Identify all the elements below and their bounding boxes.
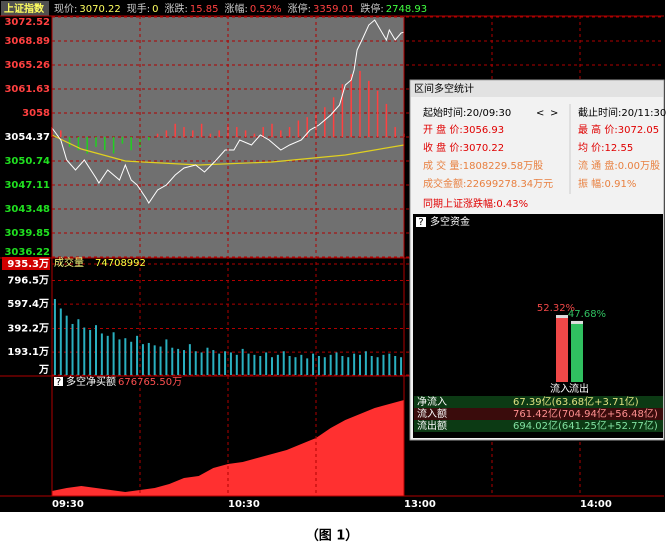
x-tick-label: 09:30	[52, 499, 84, 510]
y-tick-label: 392.2万	[7, 322, 49, 334]
average-line	[51, 134, 405, 166]
popup: 区间多空统计 起始时间:20/09:30 < > 截止时间:20/11:30 同…	[409, 79, 666, 441]
x-tick-label: 13:00	[404, 499, 436, 510]
header-value: 3359.01	[313, 4, 354, 15]
tick-highlight	[2, 257, 50, 270]
end-time: 截止时间:20/11:30	[578, 106, 666, 119]
stat-right: 均 价:12.55	[578, 142, 633, 154]
help-icon-glyph: ?	[56, 377, 61, 388]
y-tick-label: 3043.48	[4, 204, 50, 215]
y-tick-label: 796.5万	[7, 274, 49, 286]
fund-bar-label: 52.32%	[537, 303, 575, 314]
start-time: 起始时间:20/09:30	[423, 106, 511, 119]
stat-left: 收 盘 价:3070.22	[423, 141, 504, 154]
table-label: 流出额	[417, 419, 447, 432]
y-tick-label: 3072.52	[4, 17, 50, 28]
nav-prev[interactable]: <	[536, 108, 544, 119]
header-label: 涨跌:	[164, 2, 187, 15]
help-icon-glyph: ?	[418, 217, 423, 228]
volume-total: 74708992	[95, 258, 146, 269]
table-row	[414, 396, 663, 408]
table-value: 694.02亿(641.25亿+52.77亿)	[513, 419, 658, 432]
table-value: 761.42亿(704.94亿+56.48亿)	[513, 407, 658, 420]
header-value: 0.52%	[250, 4, 282, 15]
fund-bar-cap	[571, 320, 583, 324]
table-value: 67.39亿(63.68亿+3.71亿)	[513, 395, 639, 408]
header-value: 3070.22	[79, 4, 120, 15]
nav-next[interactable]: >	[550, 108, 558, 119]
x-tick-label: 10:30	[228, 499, 260, 510]
y-tick-label: 597.4万	[7, 298, 49, 310]
y-tick-label: 193.1万	[7, 346, 49, 358]
y-tick-label: 3050.74	[4, 156, 50, 167]
x-tick-label: 14:00	[580, 499, 612, 510]
period-change: 同期上证涨跌幅:0.43%	[423, 197, 528, 210]
stat-left: 成 交 量:1808229.58万股	[423, 159, 543, 172]
header-value: 0	[152, 4, 158, 15]
header-label: 现手:	[127, 2, 150, 15]
index-name: 上证指数	[4, 2, 45, 15]
volume-label: 成交量	[54, 256, 84, 269]
fund-bar	[556, 315, 568, 382]
y-tick-label: 3036.22	[4, 247, 50, 258]
fund-category: 流入	[550, 382, 570, 395]
fund-category: 流出	[569, 382, 589, 395]
stat-right: 流 通 盘:0.00万股	[578, 159, 660, 172]
y-tick-label: 3039.85	[4, 228, 50, 239]
header-label: 涨幅:	[225, 2, 248, 15]
header-label: 跌停:	[360, 2, 383, 15]
net-buy-label: 多空净买额	[66, 375, 116, 388]
y-tick-label: 3054.37	[4, 132, 50, 143]
header-label: 涨停:	[288, 2, 311, 15]
name-box	[1, 1, 49, 16]
header-value: 2748.93	[386, 4, 427, 15]
popup-titlebar	[411, 81, 663, 97]
price-line	[51, 19, 405, 204]
popup-title: 区间多空统计	[414, 82, 474, 95]
fund-title: 多空资金	[430, 215, 470, 228]
y-tick-label: 3047.11	[4, 180, 50, 191]
fund-bar-cap	[556, 315, 568, 319]
table-row	[414, 408, 663, 420]
stat-right: 最 高 价:3072.05	[578, 123, 659, 136]
y-tick-label: 万	[38, 364, 49, 376]
help-icon	[416, 217, 426, 227]
header-label: 现价:	[54, 3, 77, 15]
fund-bar	[571, 320, 583, 382]
y-tick-label: 3068.89	[4, 36, 50, 47]
stat-left: 开 盘 价:3056.93	[423, 123, 504, 136]
y-tick-label: 935.3万	[7, 258, 49, 270]
y-tick-label: 3061.63	[4, 84, 50, 95]
table-row	[414, 420, 663, 432]
table-label: 净流入	[417, 395, 447, 408]
caption: （图 1）	[306, 528, 359, 544]
stat-left: 成交金额:22699278.34万元	[423, 177, 553, 190]
help-icon	[54, 377, 63, 386]
stat-right: 振 幅:0.91%	[578, 177, 636, 190]
y-tick-label: 3058	[22, 108, 50, 119]
net-buy-total: 676765.50万	[118, 377, 182, 388]
fund-bar-label: 47.68%	[568, 309, 606, 320]
header-value: 15.85	[190, 4, 219, 15]
table-label: 流入额	[417, 407, 447, 420]
y-tick-label: 3065.26	[4, 60, 50, 71]
